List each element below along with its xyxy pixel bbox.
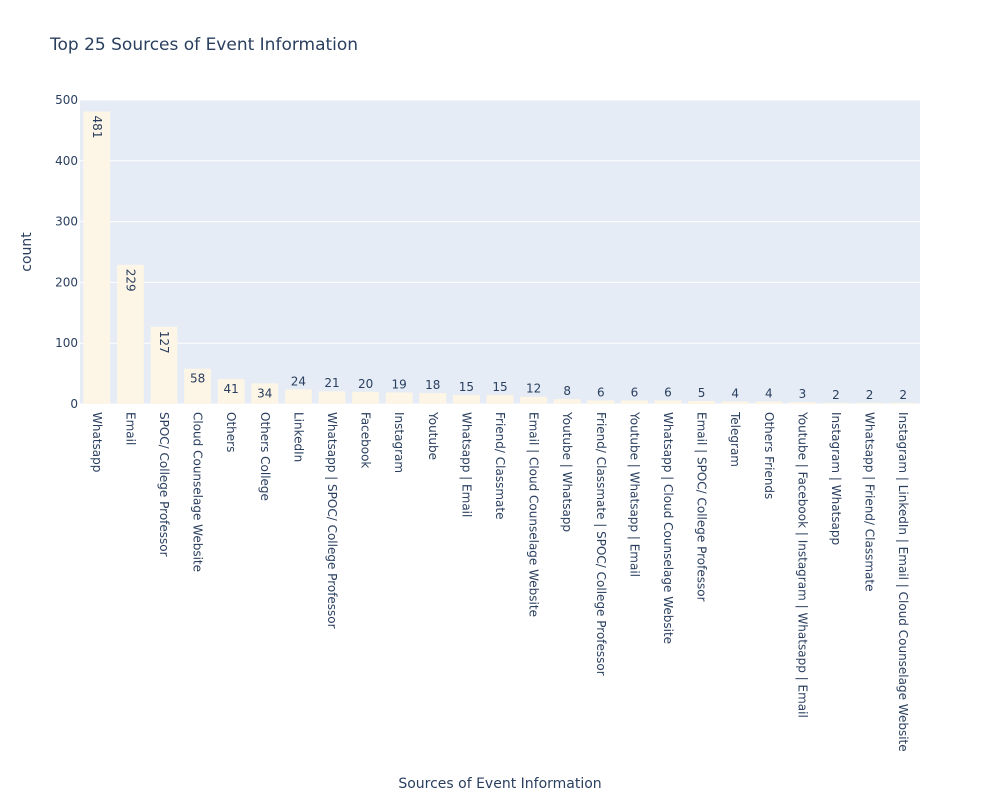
x-tick-label: Youtube | Facebook | Instagram | Whatsap… — [795, 411, 809, 718]
bar — [889, 402, 917, 404]
x-axis-ticks: Whatsapp Email SPOC/ College Professor Clou… — [90, 411, 910, 752]
y-tick-label: 400 — [55, 154, 78, 168]
y-tick-label: 100 — [55, 336, 78, 350]
bar — [217, 379, 245, 404]
x-tick-label: Youtube | Whatsapp — [560, 411, 574, 532]
bar — [419, 393, 447, 404]
bar — [620, 400, 648, 404]
bar — [520, 396, 548, 404]
bar — [688, 400, 716, 404]
bar — [755, 401, 783, 404]
bar-value-label: 41 — [224, 382, 239, 396]
bar — [856, 402, 884, 404]
bar-value-label: 24 — [291, 374, 306, 388]
x-tick-label: Whatsapp | SPOC/ College Professor — [325, 412, 339, 629]
x-tick-label: Whatsapp | Friend/ Classmate — [863, 412, 877, 592]
x-tick-label: Cloud Counselage Website — [191, 412, 205, 572]
bar — [822, 402, 850, 404]
bar — [587, 400, 615, 404]
x-tick-label: LinkedIn — [291, 412, 305, 462]
x-tick-label: SPOC/ College Professor — [157, 412, 171, 557]
bar-value-label: 34 — [257, 386, 272, 400]
bar-value-label: 481 — [90, 116, 104, 139]
bar-value-label: 15 — [459, 380, 474, 394]
x-tick-label: Whatsapp | Cloud Counselage Website — [661, 412, 675, 644]
bar-value-label: 4 — [731, 387, 739, 401]
x-tick-label: Email | Cloud Counselage Website — [527, 412, 541, 617]
x-tick-label: Others — [224, 412, 238, 452]
bar — [486, 394, 514, 404]
y-tick-label: 0 — [70, 397, 78, 411]
bar — [150, 326, 178, 404]
bar-value-label: 6 — [597, 385, 605, 399]
bar — [452, 394, 480, 404]
bar-value-label: 20 — [358, 377, 373, 391]
bar — [352, 391, 380, 404]
bar-value-label: 6 — [631, 385, 639, 399]
x-tick-label: Others College — [258, 412, 272, 501]
x-tick-label: Whatsapp | Email — [459, 412, 473, 517]
bar — [184, 368, 212, 404]
bar-value-label: 19 — [392, 377, 407, 391]
x-tick-label: Others Friends — [762, 412, 776, 499]
bar — [553, 399, 581, 404]
x-tick-label: Friend/ Classmate — [493, 412, 507, 519]
y-axis-title: count — [19, 232, 35, 272]
y-tick-label: 300 — [55, 215, 78, 229]
bars — [83, 111, 917, 404]
bar-value-label: 127 — [157, 331, 171, 354]
x-tick-label: Email | SPOC/ College Professor — [695, 412, 709, 602]
x-tick-label: Instagram | LinkedIn | Email | Cloud Cou… — [896, 412, 910, 752]
bar — [654, 400, 682, 404]
bar — [284, 389, 312, 404]
bar-value-label: 2 — [866, 388, 874, 402]
bar — [721, 401, 749, 404]
data-labels: 481 229 127 58 41 34 24 21 20 19 18 15 15 12 8 6 6 6 5 4 4 3 2… — [90, 116, 907, 402]
x-tick-label: Facebook — [359, 412, 373, 468]
y-tick-label: 500 — [55, 93, 78, 107]
bar-value-label: 6 — [664, 385, 672, 399]
bar — [788, 402, 816, 404]
bar-value-label: 4 — [765, 387, 773, 401]
x-axis-title: Sources of Event Information — [398, 776, 601, 792]
bar-value-label: 2 — [832, 388, 840, 402]
bar-value-label: 21 — [324, 376, 339, 390]
x-tick-label: Email — [123, 412, 137, 445]
x-tick-label: Instagram — [392, 412, 406, 473]
bar — [251, 383, 279, 404]
bar-value-label: 15 — [492, 380, 507, 394]
x-tick-label: Friend/ Classmate | SPOC/ College Profes… — [594, 412, 608, 676]
y-axis-ticks: 0 100 200 300 400 500 — [55, 93, 78, 411]
x-tick-label: Youtube — [426, 411, 440, 460]
x-tick-label: Whatsapp — [90, 412, 104, 472]
bar-value-label: 3 — [799, 387, 807, 401]
chart-title: Top 25 Sources of Event Information — [49, 35, 358, 55]
x-tick-label: Instagram | Whatsapp — [829, 412, 843, 545]
bar-value-label: 8 — [563, 384, 571, 398]
bar — [116, 264, 144, 404]
bar — [318, 391, 346, 404]
bar — [83, 111, 111, 404]
bar-value-label: 229 — [123, 269, 137, 292]
bar-value-label: 18 — [425, 378, 440, 392]
y-tick-label: 200 — [55, 275, 78, 289]
x-tick-label: Telegram — [728, 411, 742, 467]
bar-value-label: 5 — [698, 386, 706, 400]
bar — [385, 392, 413, 404]
bar-value-label: 58 — [190, 372, 205, 386]
bar-value-label: 2 — [899, 388, 907, 402]
bar-value-label: 12 — [526, 382, 541, 396]
x-tick-label: Youtube | Whatsapp | Email — [627, 411, 641, 577]
plot-area — [80, 100, 920, 404]
